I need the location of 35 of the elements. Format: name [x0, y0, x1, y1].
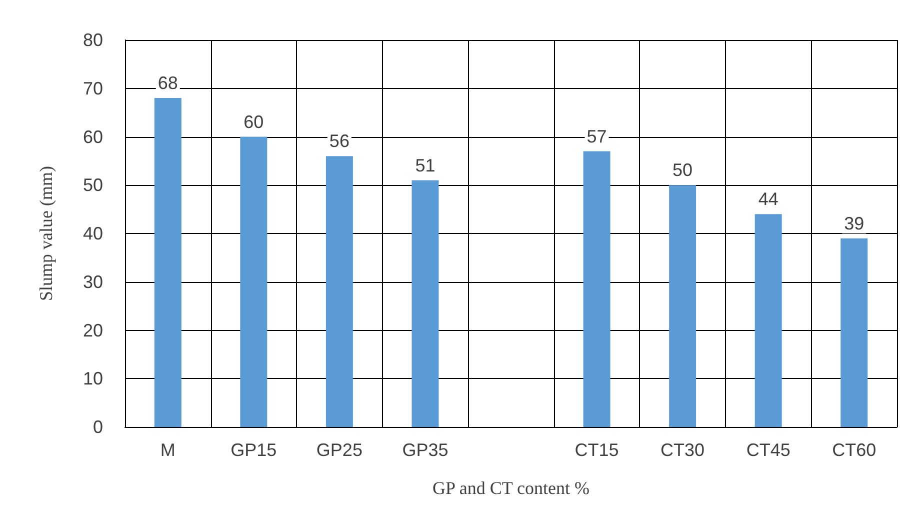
y-tick-label: 0: [92, 417, 103, 437]
y-tick-label: 60: [82, 126, 103, 147]
y-tick-label: 70: [82, 78, 103, 98]
x-tick-label: CT60: [832, 440, 876, 460]
data-label: 44: [758, 189, 778, 210]
data-label: 56: [329, 131, 350, 152]
x-tick-label: GP35: [402, 440, 448, 460]
bar: [669, 185, 696, 427]
x-axis-title: GP and CT content %: [432, 478, 590, 498]
data-label: 68: [158, 73, 178, 94]
bar: [240, 136, 268, 427]
x-tick-label: CT30: [660, 440, 705, 460]
bar: [754, 214, 782, 427]
y-tick-label: 20: [82, 320, 103, 340]
y-tick-label: 30: [82, 272, 103, 292]
data-label: 39: [844, 213, 864, 234]
bar: [412, 180, 439, 427]
y-tick-label: 40: [82, 224, 103, 244]
x-tick-label: CT15: [574, 440, 619, 460]
data-label: 51: [415, 155, 436, 176]
x-tick-label: GP15: [230, 440, 277, 460]
bar: [154, 98, 182, 427]
x-tick-label: M: [160, 440, 176, 460]
y-tick-label: 80: [82, 30, 103, 50]
data-label: 50: [672, 160, 693, 180]
y-tick-label: 50: [82, 175, 103, 196]
bar: [326, 156, 353, 427]
bar: [583, 151, 610, 427]
data-label: 60: [244, 112, 264, 132]
y-axis-title: Slump value (mm): [36, 166, 56, 301]
x-tick-label: CT45: [746, 440, 790, 460]
bar: [840, 238, 868, 427]
x-tick-label: GP25: [316, 440, 362, 460]
y-tick-label: 10: [82, 368, 103, 389]
data-label: 57: [586, 126, 607, 146]
